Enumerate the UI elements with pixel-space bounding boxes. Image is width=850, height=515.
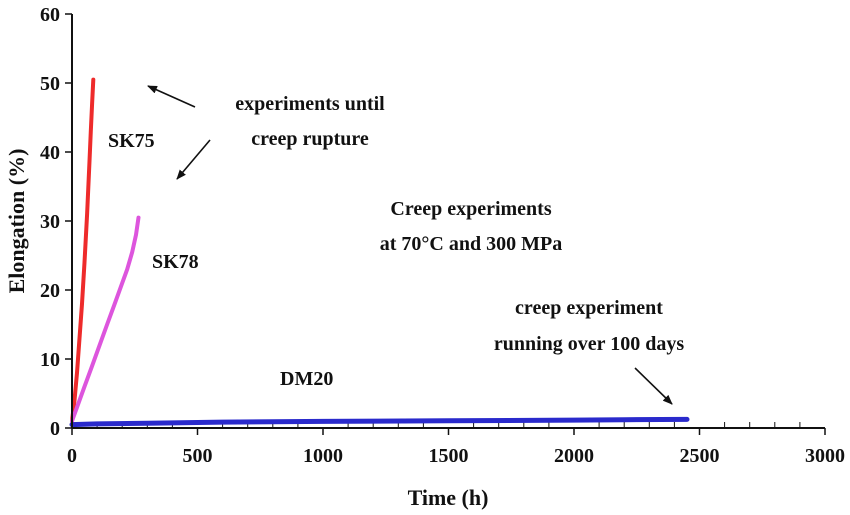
y-tick-labels: 0 10 20 30 40 50 60: [40, 4, 60, 440]
x-tick-label-2500: 2500: [680, 445, 720, 467]
x-tick-label-2000: 2000: [554, 445, 594, 467]
series-line-sk75: [70, 77, 96, 424]
y-tick-label-10: 10: [40, 349, 60, 371]
series-label-sk78: SK78: [152, 251, 199, 273]
y-tick-label-50: 50: [40, 73, 60, 95]
y-tick-label-0: 0: [50, 418, 60, 440]
tick-marks: [65, 13, 826, 435]
annotation-running-line1: creep experiment: [515, 297, 663, 319]
x-tick-label-3000: 3000: [805, 445, 845, 467]
series-line-sk78: [70, 215, 141, 424]
series-label-sk75: SK75: [108, 130, 155, 152]
series-lines: [69, 77, 690, 428]
series-line-dm20: [69, 416, 690, 428]
annotation-conditions-line1: Creep experiments: [390, 198, 551, 220]
y-axis-title: Elongation (%): [4, 149, 29, 294]
arrow-to-dm20: [634, 367, 673, 405]
x-tick-label-1500: 1500: [429, 445, 469, 467]
series-label-dm20: DM20: [280, 368, 333, 390]
x-tick-label-0: 0: [67, 445, 77, 467]
x-tick-labels: 0 500 1000 1500 2000 2500 3000: [67, 445, 845, 467]
annotation-running-line2: running over 100 days: [494, 333, 684, 355]
annotation-experiments-line2: creep rupture: [251, 128, 369, 150]
y-tick-label-20: 20: [40, 280, 60, 302]
y-tick-label-40: 40: [40, 142, 60, 164]
annotation-conditions-line2: at 70°C and 300 MPa: [380, 233, 562, 255]
annotation-experiments-line1: experiments until: [235, 93, 385, 115]
y-tick-label-30: 30: [40, 211, 60, 233]
x-tick-label-500: 500: [183, 445, 213, 467]
arrow-to-sk78: [176, 139, 211, 180]
x-tick-label-1000: 1000: [303, 445, 343, 467]
x-axis-title: Time (h): [408, 485, 489, 510]
arrow-to-sk75: [147, 85, 196, 108]
y-tick-label-60: 60: [40, 4, 60, 26]
